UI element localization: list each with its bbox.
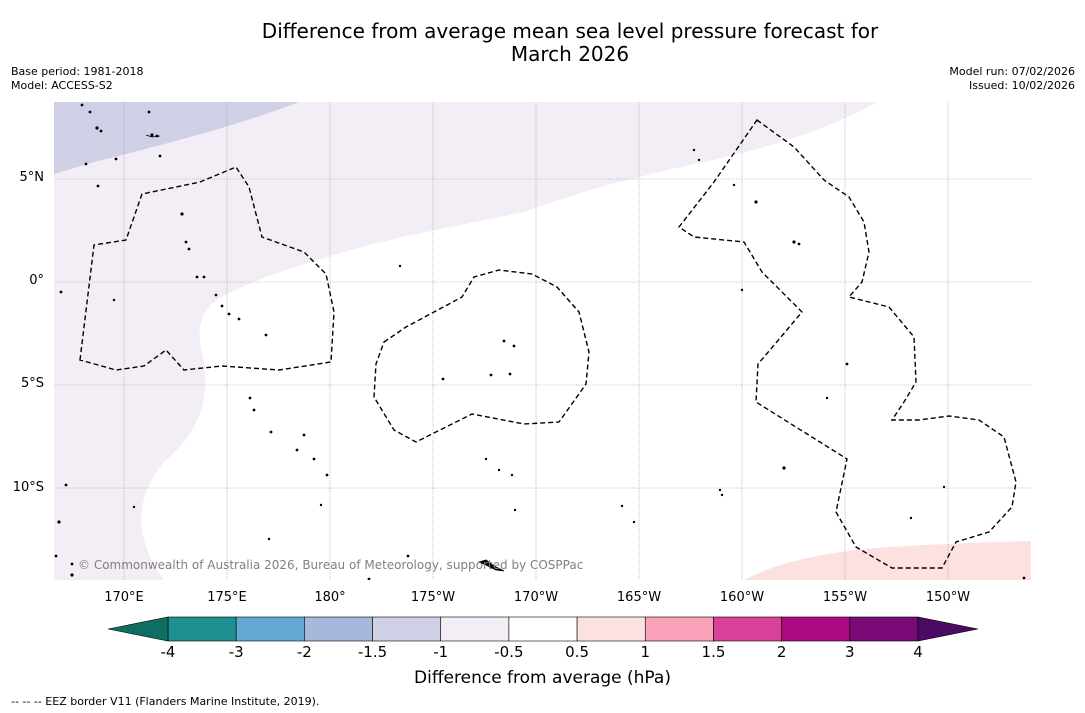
colorbar-tick-label: -0.5 bbox=[494, 643, 524, 661]
islands bbox=[54, 103, 1026, 580]
colorbar-segment bbox=[440, 616, 510, 642]
colorbar-tick-label: -1 bbox=[433, 643, 449, 661]
colorbar-tick-label: 1.5 bbox=[701, 643, 726, 661]
lon-label-165w: 165°W bbox=[616, 590, 662, 605]
lat-label-5s: 5°S bbox=[20, 376, 44, 391]
colorbar-label: Difference from average (hPa) bbox=[414, 668, 671, 688]
contour-fill-pink bbox=[744, 541, 1031, 580]
pressure-map bbox=[54, 102, 1031, 580]
colorbar-segment bbox=[508, 616, 578, 642]
colorbar-segment bbox=[576, 616, 646, 642]
colorbar-over-arrow bbox=[917, 616, 979, 642]
model-run: Model run: 07/02/2026 bbox=[949, 65, 1075, 78]
model-name: Model: ACCESS-S2 bbox=[11, 79, 113, 92]
contour-fill-lightblue bbox=[54, 102, 299, 174]
colorbar bbox=[107, 616, 979, 642]
colorbar-tick-label: -4 bbox=[160, 643, 176, 661]
lat-label-5n: 5°N bbox=[19, 170, 45, 185]
map-canvas bbox=[54, 102, 1031, 580]
eez-borders bbox=[79, 119, 1017, 569]
colorbar-tick-label: -2 bbox=[296, 643, 312, 661]
lon-label-160w: 160°W bbox=[719, 590, 765, 605]
colorbar-svg bbox=[107, 616, 979, 642]
colorbar-segment bbox=[167, 616, 237, 642]
lon-label-170w: 170°W bbox=[513, 590, 559, 605]
title-line-2: March 2026 bbox=[510, 42, 630, 66]
lon-label-170e: 170°E bbox=[104, 590, 144, 605]
contour-fill-lavender bbox=[54, 102, 877, 580]
meta-left: Base period: 1981-2018 Model: ACCESS-S2 bbox=[11, 65, 143, 93]
colorbar-tick-label: -1.5 bbox=[357, 643, 388, 661]
base-period: Base period: 1981-2018 bbox=[11, 65, 144, 78]
colorbar-segment bbox=[781, 616, 851, 642]
lon-label-180: 180° bbox=[314, 590, 346, 605]
colorbar-tick-label: 0.5 bbox=[565, 643, 590, 661]
eez-border-central bbox=[373, 269, 590, 443]
colorbar-segments bbox=[167, 616, 919, 642]
eez-border-west bbox=[79, 166, 335, 371]
colorbar-segment bbox=[644, 616, 714, 642]
colorbar-tick-label: 1 bbox=[640, 643, 651, 661]
lon-label-150w: 150°W bbox=[925, 590, 971, 605]
lat-label-0: 0° bbox=[29, 273, 44, 288]
lon-label-175w: 175°W bbox=[410, 590, 456, 605]
colorbar-tick-label: 2 bbox=[776, 643, 787, 661]
colorbar-tick-label: 4 bbox=[913, 643, 923, 661]
colorbar-segment bbox=[713, 616, 782, 642]
copyright-notice: © Commonwealth of Australia 2026, Bureau… bbox=[78, 558, 584, 572]
colorbar-under-arrow bbox=[107, 616, 169, 642]
graticule bbox=[54, 102, 1031, 580]
issued-date: Issued: 10/02/2026 bbox=[968, 79, 1075, 92]
title-line-1: Difference from average mean sea level p… bbox=[261, 19, 879, 43]
colorbar-tick-label: -3 bbox=[228, 643, 244, 661]
meta-right: Model run: 07/02/2026 Issued: 10/02/2026 bbox=[949, 65, 1075, 93]
lon-label-155w: 155°W bbox=[822, 590, 868, 605]
colorbar-segment bbox=[304, 616, 373, 642]
lon-label-175e: 175°E bbox=[207, 590, 247, 605]
colorbar-segment bbox=[849, 616, 919, 642]
colorbar-segment bbox=[235, 616, 305, 642]
colorbar-tick-label: 3 bbox=[845, 643, 855, 661]
map-title: Difference from average mean sea level p… bbox=[0, 20, 1085, 66]
colorbar-segment bbox=[372, 616, 442, 642]
eez-border-east bbox=[677, 119, 1017, 569]
lat-label-10s: 10°S bbox=[12, 480, 44, 495]
eez-footnote: -- -- -- EEZ border V11 (Flanders Marine… bbox=[11, 695, 320, 708]
